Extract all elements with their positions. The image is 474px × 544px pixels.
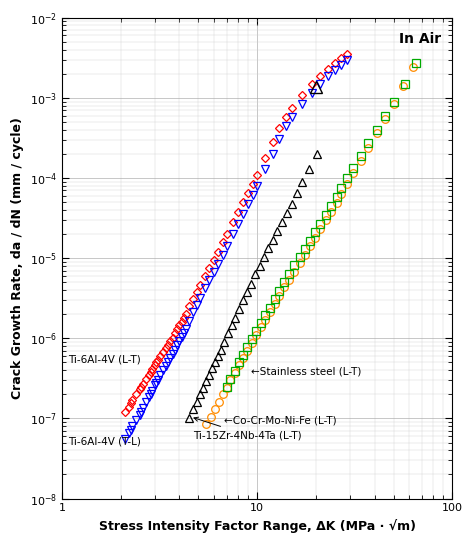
Text: In Air: In Air xyxy=(399,32,441,46)
X-axis label: Stress Intensity Factor Range, ΔK (MPa · √m): Stress Intensity Factor Range, ΔK (MPa ·… xyxy=(99,519,416,533)
Text: ←Stainless steel (L-T): ←Stainless steel (L-T) xyxy=(251,367,361,377)
Text: Ti-15Zr-4Nb-4Ta (L-T): Ti-15Zr-4Nb-4Ta (L-T) xyxy=(193,417,302,440)
Text: Ti-6Al-4V (L-T): Ti-6Al-4V (L-T) xyxy=(68,354,141,364)
Text: Ti-6Al-4V (T-L): Ti-6Al-4V (T-L) xyxy=(68,436,141,446)
Y-axis label: Crack Growth Rate, da / dN (mm / cycle): Crack Growth Rate, da / dN (mm / cycle) xyxy=(11,117,24,399)
Text: ←Co-Cr-Mo-Ni-Fe (L-T): ←Co-Cr-Mo-Ni-Fe (L-T) xyxy=(224,415,337,425)
